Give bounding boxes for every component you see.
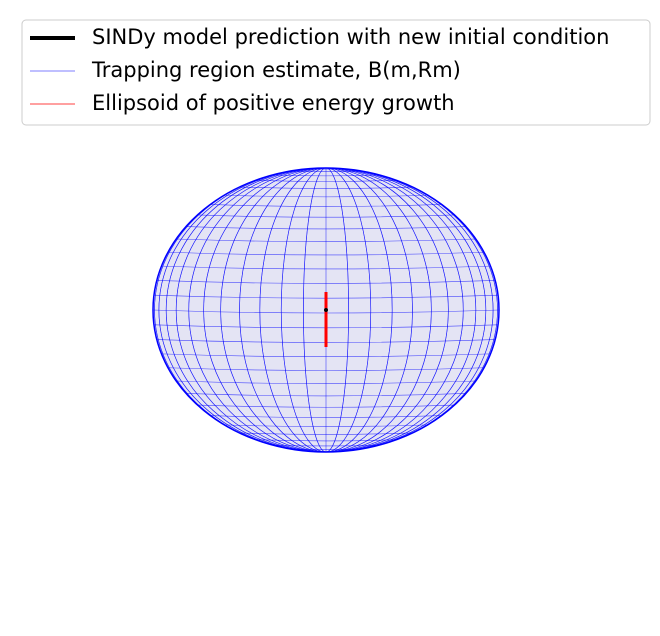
wire-parallel — [186, 226, 466, 230]
plot-area — [152, 167, 500, 453]
wire-parallel — [210, 415, 442, 418]
wire-parallel — [197, 404, 455, 408]
wire-parallel — [156, 280, 496, 284]
wire-parallel — [186, 393, 466, 397]
wire-parallel — [224, 424, 428, 427]
wire-parallel — [210, 204, 442, 207]
wire-parallel — [167, 367, 485, 371]
wire-parallel — [224, 194, 428, 198]
legend-label: Trapping region estimate, B(m,Rm) — [91, 58, 461, 82]
wire-parallel — [176, 380, 476, 384]
legend-label: SINDy model prediction with new initial … — [92, 25, 609, 49]
wire-parallel — [239, 186, 413, 189]
wire-parallel — [161, 353, 491, 358]
legend-box — [21, 19, 651, 126]
wire-parallel — [255, 179, 397, 182]
wire-parallel — [272, 174, 380, 177]
wire-parallel — [161, 265, 491, 270]
wire-parallel — [176, 238, 476, 242]
trajectory — [324, 308, 328, 312]
wire-meridian — [154, 167, 498, 453]
wire-parallel — [197, 214, 455, 218]
wire-parallel — [239, 432, 413, 435]
wire-parallel — [167, 251, 485, 256]
legend: SINDy model prediction with new initial … — [30, 25, 609, 115]
legend-label: Ellipsoid of positive energy growth — [92, 91, 455, 115]
